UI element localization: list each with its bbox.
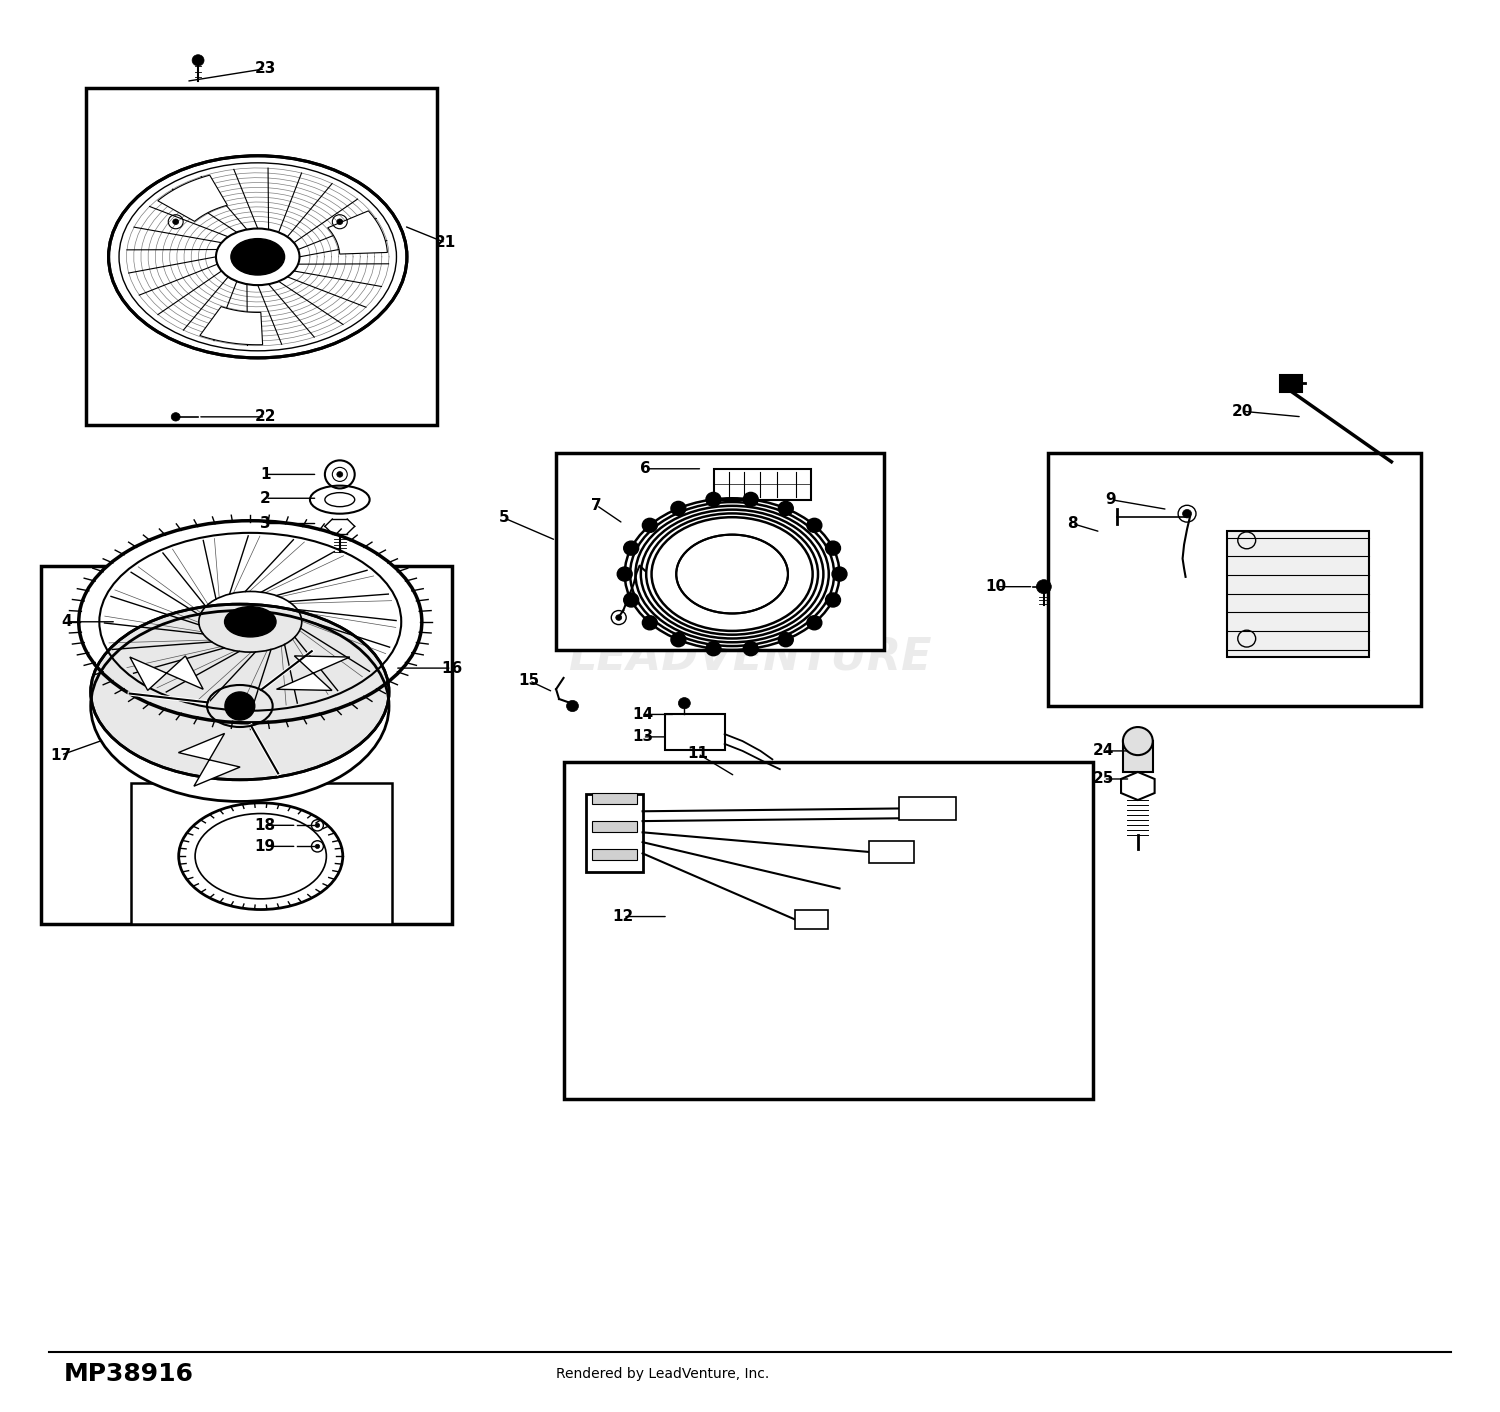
- Ellipse shape: [676, 535, 788, 613]
- Text: 9: 9: [1106, 493, 1116, 507]
- Circle shape: [678, 698, 690, 709]
- Text: MP38916: MP38916: [64, 1363, 194, 1387]
- Circle shape: [744, 641, 758, 655]
- Text: 20: 20: [1232, 404, 1252, 419]
- Ellipse shape: [231, 239, 285, 275]
- Text: 19: 19: [255, 839, 276, 854]
- Circle shape: [825, 593, 840, 607]
- Bar: [564, 762, 1094, 1099]
- Bar: [592, 822, 636, 832]
- Bar: [1124, 741, 1152, 772]
- Bar: [898, 798, 956, 820]
- Circle shape: [807, 616, 822, 630]
- Circle shape: [778, 501, 794, 515]
- Polygon shape: [276, 657, 350, 690]
- Text: 2: 2: [260, 491, 270, 505]
- Ellipse shape: [108, 155, 406, 357]
- Circle shape: [744, 493, 758, 507]
- Text: 4: 4: [62, 614, 72, 630]
- Bar: [870, 842, 913, 863]
- Polygon shape: [1120, 772, 1155, 801]
- Text: Rendered by LeadVenture, Inc.: Rendered by LeadVenture, Inc.: [556, 1367, 770, 1381]
- Text: 5: 5: [498, 510, 508, 525]
- Bar: [130, 784, 392, 923]
- Text: 3: 3: [260, 515, 270, 531]
- Ellipse shape: [90, 604, 388, 779]
- Text: 22: 22: [255, 409, 276, 425]
- Ellipse shape: [90, 610, 388, 802]
- Bar: [795, 909, 828, 929]
- Circle shape: [670, 633, 686, 647]
- Bar: [556, 453, 884, 650]
- Text: 16: 16: [441, 661, 462, 675]
- Circle shape: [172, 219, 178, 225]
- Bar: [592, 849, 636, 860]
- Text: 11: 11: [687, 746, 708, 761]
- Circle shape: [706, 641, 722, 655]
- Bar: [1048, 453, 1422, 706]
- Ellipse shape: [78, 521, 422, 723]
- Circle shape: [1036, 580, 1052, 593]
- Circle shape: [615, 614, 621, 620]
- Circle shape: [670, 501, 686, 515]
- Bar: [42, 566, 451, 923]
- Bar: [714, 469, 812, 500]
- Circle shape: [1124, 727, 1152, 755]
- Text: 13: 13: [632, 730, 652, 744]
- Polygon shape: [178, 733, 240, 786]
- Circle shape: [171, 412, 180, 421]
- Text: 15: 15: [519, 674, 540, 688]
- Circle shape: [624, 541, 639, 555]
- Circle shape: [225, 692, 255, 720]
- Circle shape: [315, 844, 320, 849]
- Text: 24: 24: [1094, 743, 1114, 758]
- Circle shape: [338, 472, 344, 477]
- Text: 18: 18: [255, 818, 276, 833]
- Text: 14: 14: [632, 707, 652, 722]
- Ellipse shape: [225, 607, 276, 637]
- Bar: [664, 714, 724, 750]
- Text: 6: 6: [640, 462, 651, 476]
- Ellipse shape: [624, 498, 840, 650]
- Text: 1: 1: [260, 467, 270, 481]
- Circle shape: [825, 541, 840, 555]
- Bar: [86, 89, 436, 425]
- Text: 12: 12: [612, 909, 634, 923]
- Circle shape: [315, 823, 320, 827]
- Circle shape: [807, 518, 822, 532]
- Ellipse shape: [178, 803, 344, 909]
- Text: LEADVENTURE: LEADVENTURE: [568, 635, 932, 678]
- Circle shape: [338, 219, 344, 225]
- Bar: [1280, 374, 1302, 391]
- Circle shape: [642, 616, 657, 630]
- Text: 10: 10: [986, 579, 1006, 594]
- Text: 17: 17: [51, 747, 72, 762]
- Text: 8: 8: [1066, 515, 1077, 531]
- Circle shape: [192, 55, 204, 66]
- Circle shape: [642, 518, 657, 532]
- Bar: [586, 795, 642, 871]
- Circle shape: [833, 568, 848, 582]
- Circle shape: [778, 633, 794, 647]
- Text: 23: 23: [255, 61, 276, 76]
- Polygon shape: [158, 175, 228, 222]
- Text: 7: 7: [591, 498, 602, 513]
- Circle shape: [567, 700, 579, 712]
- Text: 25: 25: [1094, 771, 1114, 786]
- Circle shape: [706, 493, 722, 507]
- Bar: [592, 794, 636, 805]
- Circle shape: [616, 568, 632, 582]
- Polygon shape: [200, 306, 262, 345]
- Bar: [1227, 531, 1370, 657]
- Text: 21: 21: [435, 236, 456, 250]
- Circle shape: [624, 593, 639, 607]
- Circle shape: [1182, 510, 1191, 518]
- Polygon shape: [130, 657, 203, 690]
- Polygon shape: [327, 210, 387, 254]
